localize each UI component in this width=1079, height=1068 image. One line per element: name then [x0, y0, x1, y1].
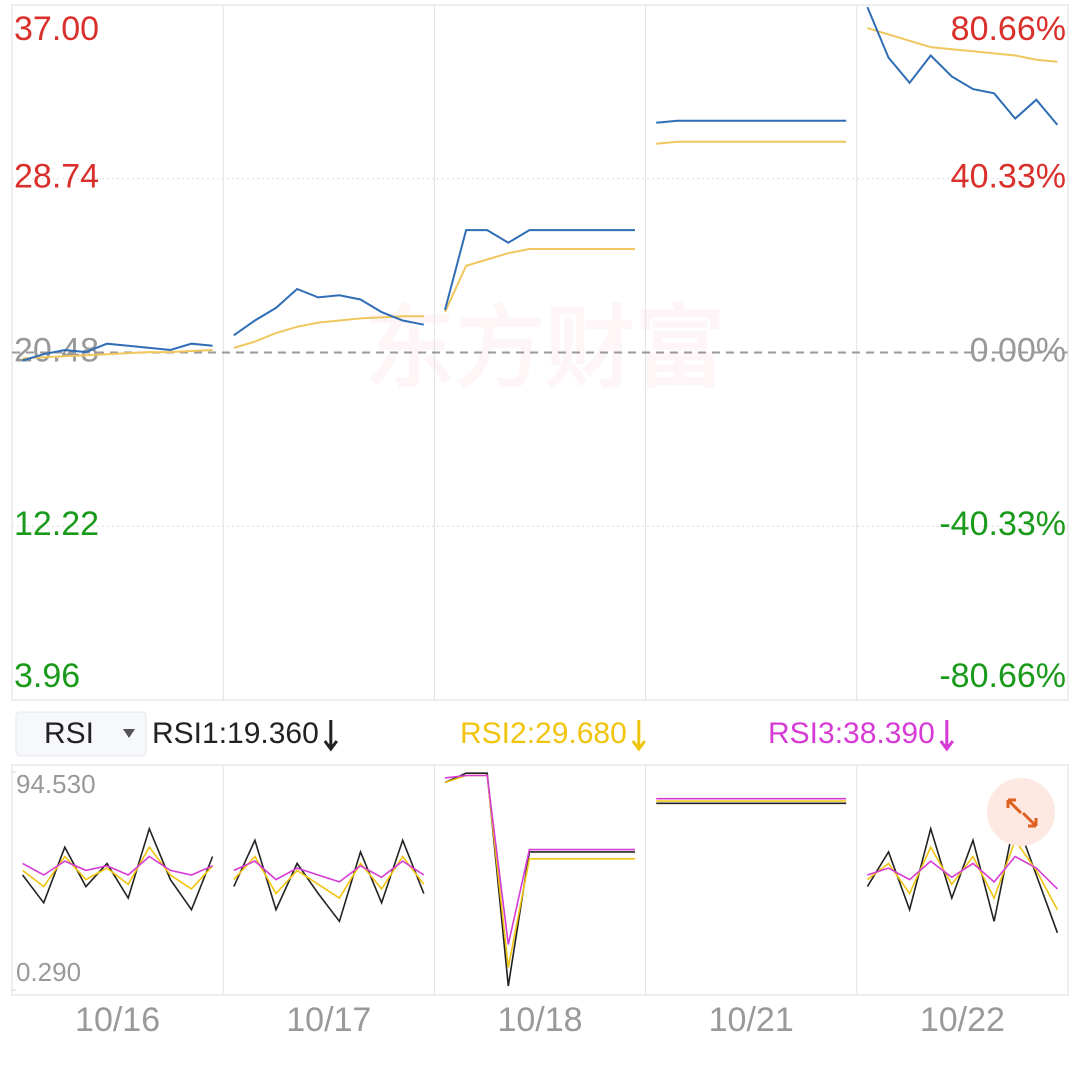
legend-value: 38.390 [843, 717, 935, 750]
trend-arrow [631, 720, 647, 752]
series-line [22, 27, 1058, 360]
legend-entry: RSI2:29.680 [460, 717, 627, 750]
dropdown-icon[interactable] [123, 729, 135, 738]
indicator-selector[interactable] [15, 711, 147, 757]
y2-tick-label: 80.66% [951, 10, 1066, 48]
y-tick-label: 12.22 [14, 505, 99, 543]
legend-entry: RSI3:38.390 [768, 717, 935, 750]
legend-entry: RSI1:19.360 [152, 717, 319, 750]
legend-name: RSI1 [152, 717, 219, 750]
series-line [21, 772, 1059, 987]
x-tick-label: 10/22 [920, 1001, 1005, 1039]
indicator-panel [11, 764, 1069, 996]
y2-tick-label: -80.66% [939, 657, 1066, 695]
y2-tick-label: 40.33% [951, 158, 1066, 196]
y2-tick-label: -40.33% [939, 505, 1066, 543]
legend-name: RSI2 [460, 717, 527, 750]
y-tick-label: 20.48 [14, 331, 99, 369]
expand-button[interactable] [987, 778, 1055, 846]
y-tick-label: 3.96 [14, 657, 80, 695]
legend-name: RSI3 [768, 717, 835, 750]
legend-value: 19.360 [227, 717, 319, 750]
y-tick-label: 37.00 [14, 10, 99, 48]
y-tick-label: 28.74 [14, 158, 99, 196]
legend: RSI1:19.360 RSI2:29.680 RSI3:38.390 [152, 717, 955, 752]
x-tick-label: 10/21 [709, 1001, 794, 1039]
selector-label[interactable]: RSI [44, 717, 94, 750]
x-tick-label: 10/16 [75, 1001, 160, 1039]
trend-arrow [939, 720, 955, 752]
indicator-tick-label: 94.530 [16, 769, 96, 799]
expand-icon[interactable] [1006, 798, 1038, 828]
indicator-tick-label: 0.290 [16, 957, 81, 987]
trend-arrow [323, 720, 339, 752]
legend-value: 29.680 [535, 717, 627, 750]
series-line [22, 6, 1059, 362]
series-line [22, 774, 1059, 968]
watermark: 东方财富 [365, 299, 725, 399]
x-tick-label: 10/18 [497, 1001, 582, 1039]
series-line [22, 774, 1058, 945]
x-tick-label: 10/17 [286, 1001, 371, 1039]
y2-tick-label: 0.00% [970, 331, 1066, 369]
